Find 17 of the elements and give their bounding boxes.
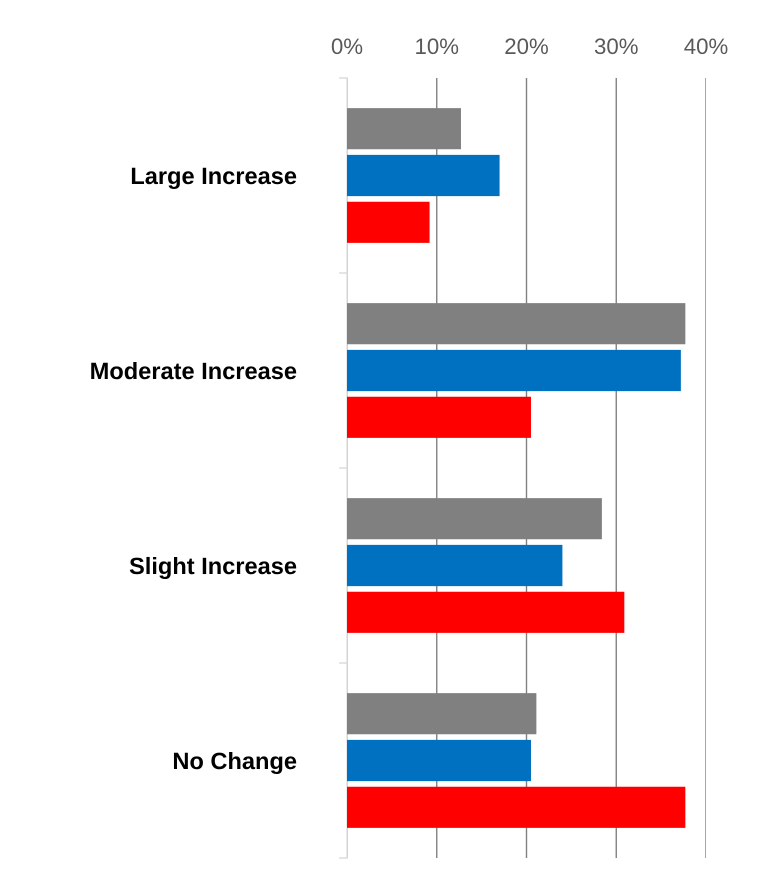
x-tick-label: 0% <box>332 38 362 54</box>
x-tick-label: 30% <box>594 38 638 54</box>
y-tick-label: Moderate Increase <box>91 362 296 380</box>
bar <box>347 544 562 586</box>
y-tick-label: Slight Increase <box>130 556 296 580</box>
x-tick-label: 10% <box>416 38 458 54</box>
bar <box>347 592 624 633</box>
y-tick-label: Large Increase <box>132 168 296 190</box>
bar <box>347 786 686 828</box>
bar <box>347 350 681 392</box>
bar <box>347 202 430 243</box>
bar <box>347 396 531 438</box>
x-tick-label: 40% <box>684 38 728 54</box>
y-tick-label: No Change <box>174 752 296 774</box>
x-tick-label: 20% <box>505 38 548 54</box>
bar <box>347 154 500 196</box>
bar <box>347 740 531 782</box>
